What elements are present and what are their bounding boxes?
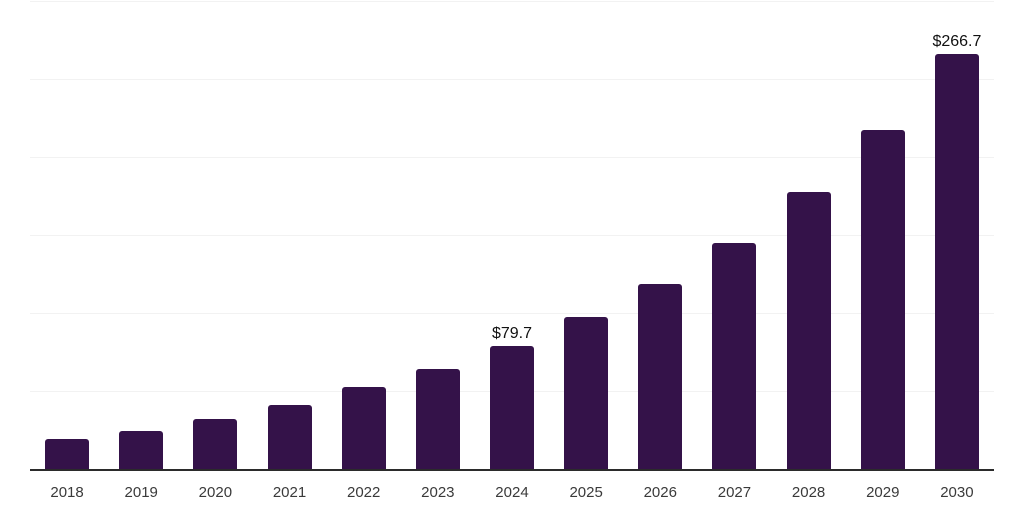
- x-axis-label: 2025: [569, 484, 603, 501]
- gridline: [30, 1, 994, 2]
- x-axis-label: 2019: [124, 484, 158, 501]
- bar-value-label: $79.7: [491, 324, 533, 342]
- gridline: [30, 157, 994, 158]
- bar: [786, 191, 831, 470]
- x-axis-label: 2026: [643, 484, 677, 501]
- x-axis-label: 2029: [866, 484, 900, 501]
- x-axis-label: 2027: [717, 484, 752, 501]
- x-axis-label: 2023: [421, 484, 455, 501]
- bar: [934, 53, 979, 470]
- x-axis-label: 2030: [940, 484, 974, 501]
- gridline: [30, 313, 994, 314]
- x-axis-line: [30, 469, 994, 471]
- bar: [638, 284, 683, 470]
- bar: [860, 130, 905, 470]
- bar: [193, 419, 238, 470]
- bar: [712, 243, 757, 470]
- bar: [45, 438, 90, 470]
- bar-value-label: $266.7: [932, 32, 982, 50]
- x-axis-label: 2028: [791, 484, 826, 501]
- x-axis-label: 2021: [272, 484, 307, 501]
- bar: [267, 405, 312, 470]
- x-axis-label: 2022: [346, 484, 381, 501]
- bar: [341, 386, 386, 470]
- bar: [564, 317, 609, 470]
- x-axis-label: 2018: [50, 484, 84, 501]
- gridline: [30, 235, 994, 236]
- x-axis-label: 2020: [198, 484, 233, 501]
- gridline: [30, 79, 994, 80]
- bar: [119, 430, 164, 470]
- bar: [415, 368, 460, 470]
- x-axis-label: 2024: [495, 484, 529, 501]
- bar: [490, 345, 534, 470]
